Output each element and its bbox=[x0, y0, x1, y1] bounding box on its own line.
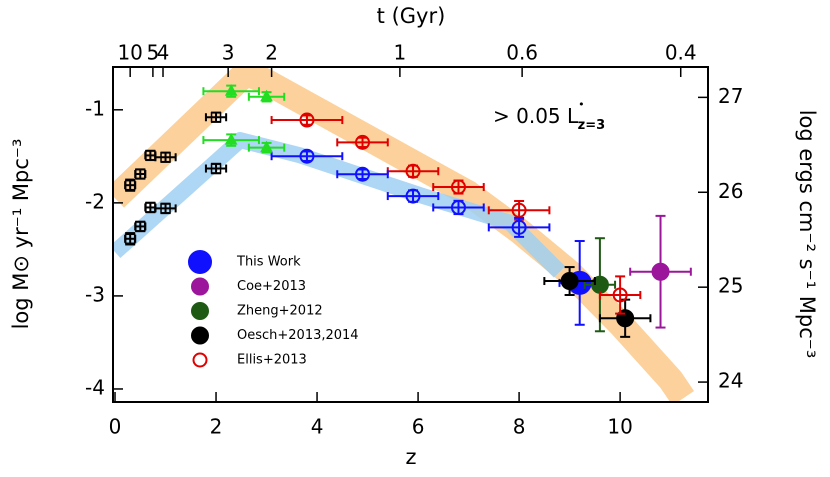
y-tick-label: -1 bbox=[85, 96, 105, 120]
marker bbox=[299, 112, 315, 128]
annotation-text: > 0.05 L bbox=[493, 104, 579, 128]
legend-marker bbox=[191, 326, 209, 345]
y2-axis-label: log ergs cm⁻² s⁻¹ Mpc⁻³ bbox=[795, 110, 819, 359]
top-tick-label: 3 bbox=[222, 41, 235, 65]
legend-label: This Work bbox=[236, 255, 301, 270]
annotation-sup: • bbox=[578, 98, 585, 111]
y-tick-label: -2 bbox=[85, 189, 105, 213]
y-tick-label: -3 bbox=[85, 282, 105, 306]
y2-tick-label: 26 bbox=[718, 179, 743, 203]
marker bbox=[160, 152, 171, 163]
top-tick-label: 2 bbox=[265, 41, 278, 65]
x-tick-label: 10 bbox=[607, 415, 632, 439]
points bbox=[124, 84, 692, 338]
marker bbox=[651, 262, 670, 281]
marker bbox=[450, 179, 466, 195]
plot-frame bbox=[112, 66, 709, 403]
legend-marker bbox=[188, 250, 212, 274]
marker bbox=[511, 219, 527, 235]
annotation: > 0.05 L• z=3 bbox=[493, 98, 605, 133]
legend-label: Oesch+2013,2014 bbox=[237, 328, 359, 343]
y2-tick-label: 27 bbox=[718, 84, 743, 108]
y-tick-label: -4 bbox=[85, 375, 105, 399]
legend-label: Ellis+2013 bbox=[237, 353, 307, 368]
legend-label: Coe+2013 bbox=[237, 279, 306, 294]
marker bbox=[224, 133, 238, 145]
x-tick-label: 0 bbox=[109, 415, 122, 439]
marker bbox=[135, 221, 146, 232]
marker bbox=[210, 163, 222, 174]
top-tick-label: 0.6 bbox=[506, 41, 538, 65]
x-tick-label: 8 bbox=[513, 415, 526, 439]
y-axis-label: log M⊙ yr⁻¹ Mpc⁻³ bbox=[9, 139, 33, 330]
marker bbox=[299, 148, 315, 164]
marker bbox=[260, 89, 273, 102]
marker bbox=[260, 140, 273, 153]
marker bbox=[160, 203, 171, 214]
marker bbox=[450, 199, 466, 215]
top-tick-label: 4 bbox=[157, 41, 170, 65]
top-tick-label: 0.4 bbox=[665, 41, 697, 65]
top-tick-label: 10 bbox=[117, 41, 142, 65]
top-tick-label: 1 bbox=[394, 41, 407, 65]
top-axis-label: t (Gyr) bbox=[377, 4, 446, 28]
marker bbox=[355, 134, 371, 150]
annotation-sub: z=3 bbox=[578, 118, 606, 133]
legend-marker bbox=[191, 302, 209, 320]
x-axis-label: z bbox=[405, 445, 416, 469]
marker bbox=[135, 168, 146, 180]
y2-tick-label: 25 bbox=[718, 274, 743, 298]
marker bbox=[224, 84, 238, 96]
marker bbox=[124, 179, 136, 191]
marker bbox=[560, 272, 579, 291]
y2-tick-label: 24 bbox=[718, 369, 743, 393]
marker bbox=[511, 202, 527, 218]
marker bbox=[355, 166, 371, 182]
band bbox=[113, 67, 695, 402]
marker bbox=[405, 163, 421, 179]
marker bbox=[124, 233, 136, 245]
x-tick-label: 6 bbox=[412, 415, 425, 439]
x-tick-label: 2 bbox=[210, 415, 223, 439]
marker bbox=[210, 112, 222, 123]
legend-label: Zheng+2012 bbox=[237, 304, 323, 319]
top-tick-label: 5 bbox=[147, 41, 160, 65]
x-tick-label: 4 bbox=[311, 415, 324, 439]
marker bbox=[612, 287, 628, 303]
marker bbox=[405, 188, 421, 204]
legend-marker bbox=[192, 352, 208, 368]
legend-marker bbox=[191, 277, 209, 296]
